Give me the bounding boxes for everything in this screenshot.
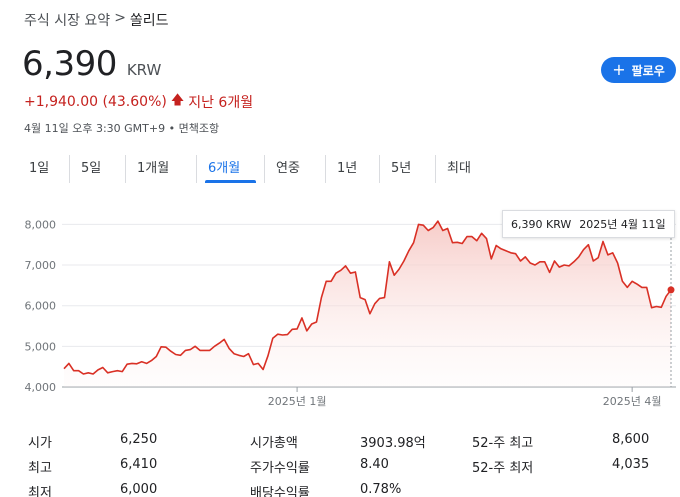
tab-1m[interactable]: 1개월 (126, 155, 197, 183)
follow-button-label: 팔로우 (631, 63, 665, 78)
change-amount: +1,940.00 (43.60%) (24, 94, 167, 110)
tooltip-price: 6,390 KRW (511, 217, 572, 231)
range-tabs: 1일 5일 1개월 6개월 연중 1년 5년 최대 (18, 155, 494, 183)
y-tick-label: 4,000 (25, 381, 57, 394)
tab-1d[interactable]: 1일 (18, 155, 70, 183)
x-axis: 2025년 1월 2025년 4월 (268, 387, 662, 408)
price-currency: KRW (126, 61, 162, 79)
price-line (63, 220, 672, 375)
price-area (64, 221, 671, 387)
y-tick-label: 7,000 (25, 259, 57, 272)
stat-high: 최고 6,410 (28, 457, 158, 476)
tab-5y[interactable]: 5년 (380, 155, 436, 183)
chart-tooltip: 6,390 KRW 2025년 4월 11일 (502, 210, 675, 238)
stat-market-cap: 시가총액 3903.98억 (250, 436, 426, 451)
tab-1y[interactable]: 1년 (326, 155, 380, 183)
breadcrumb-parent[interactable]: 주식 시장 요약 (24, 13, 111, 29)
stat-low: 최저 6,000 (28, 482, 158, 497)
stat-open: 시가 6,250 (28, 432, 158, 451)
current-price: 6,390 (22, 44, 117, 84)
x-tick-label: 2025년 1월 (268, 395, 327, 408)
follow-button[interactable]: + 팔로우 (601, 57, 676, 83)
price-row: 6,390 KRW (22, 44, 161, 84)
tab-max[interactable]: 최대 (447, 161, 471, 176)
breadcrumb: 주식 시장 요약 > 쏠리드 (24, 10, 169, 30)
stat-dividend-yield: 배당수익률 0.78% (250, 482, 402, 497)
stat-52w-high: 52-주 최고 8,600 (472, 432, 650, 451)
stat-pe-ratio: 주가수익률 8.40 (250, 457, 389, 476)
tab-6m[interactable]: 6개월 (197, 155, 265, 183)
y-axis: 4,000 5,000 6,000 7,000 8,000 (25, 218, 57, 394)
current-price-dot (667, 286, 675, 294)
stat-52w-low: 52-주 최저 4,035 (472, 457, 650, 476)
breadcrumb-separator: > (114, 10, 126, 26)
tab-ytd[interactable]: 연중 (265, 155, 326, 183)
breadcrumb-current: 쏠리드 (129, 13, 169, 29)
tab-5d[interactable]: 5일 (70, 155, 126, 183)
y-tick-label: 6,000 (25, 300, 57, 313)
price-change: +1,940.00 (43.60%) 🡅 지난 6개월 (24, 91, 253, 113)
x-tick-label: 2025년 4월 (603, 395, 662, 408)
tooltip-date: 2025년 4월 11일 (579, 218, 666, 231)
change-period: 지난 6개월 (188, 95, 254, 111)
y-tick-label: 8,000 (25, 218, 57, 231)
plus-icon: + (612, 60, 626, 79)
y-tick-label: 5,000 (25, 340, 57, 353)
arrow-up-icon: 🡅 (170, 93, 185, 108)
timestamp: 4월 11일 오후 3:30 GMT+9 • 면책조항 (24, 122, 220, 135)
